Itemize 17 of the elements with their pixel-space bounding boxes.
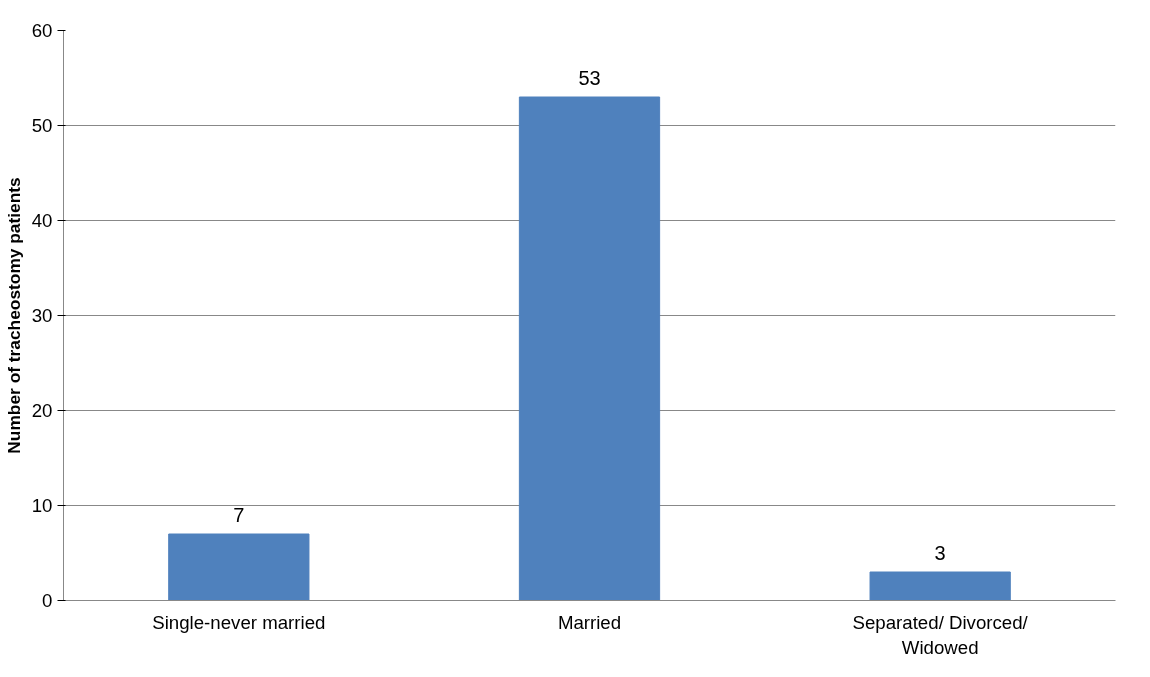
y-tick-label: 20 bbox=[31, 400, 53, 421]
bar bbox=[869, 571, 1011, 601]
y-tick-label: 10 bbox=[31, 495, 53, 516]
data-label: 7 bbox=[233, 504, 245, 526]
data-label: 53 bbox=[578, 67, 601, 89]
data-label: 3 bbox=[934, 542, 946, 564]
y-tick-label: 30 bbox=[31, 305, 53, 326]
y-axis-title: Number of tracheostomy patients bbox=[3, 177, 24, 454]
y-tick-label: 0 bbox=[42, 590, 53, 611]
x-tick-label: Single-never married bbox=[152, 611, 326, 633]
y-tick-label: 60 bbox=[31, 20, 53, 41]
y-tick-label: 50 bbox=[31, 115, 53, 136]
x-tick-label: Separated/ Divorced/ Widowed bbox=[852, 611, 1029, 658]
y-tick-label: 40 bbox=[31, 210, 53, 231]
x-tick-label: Married bbox=[557, 611, 622, 633]
bar bbox=[518, 96, 661, 601]
bar bbox=[168, 533, 310, 601]
